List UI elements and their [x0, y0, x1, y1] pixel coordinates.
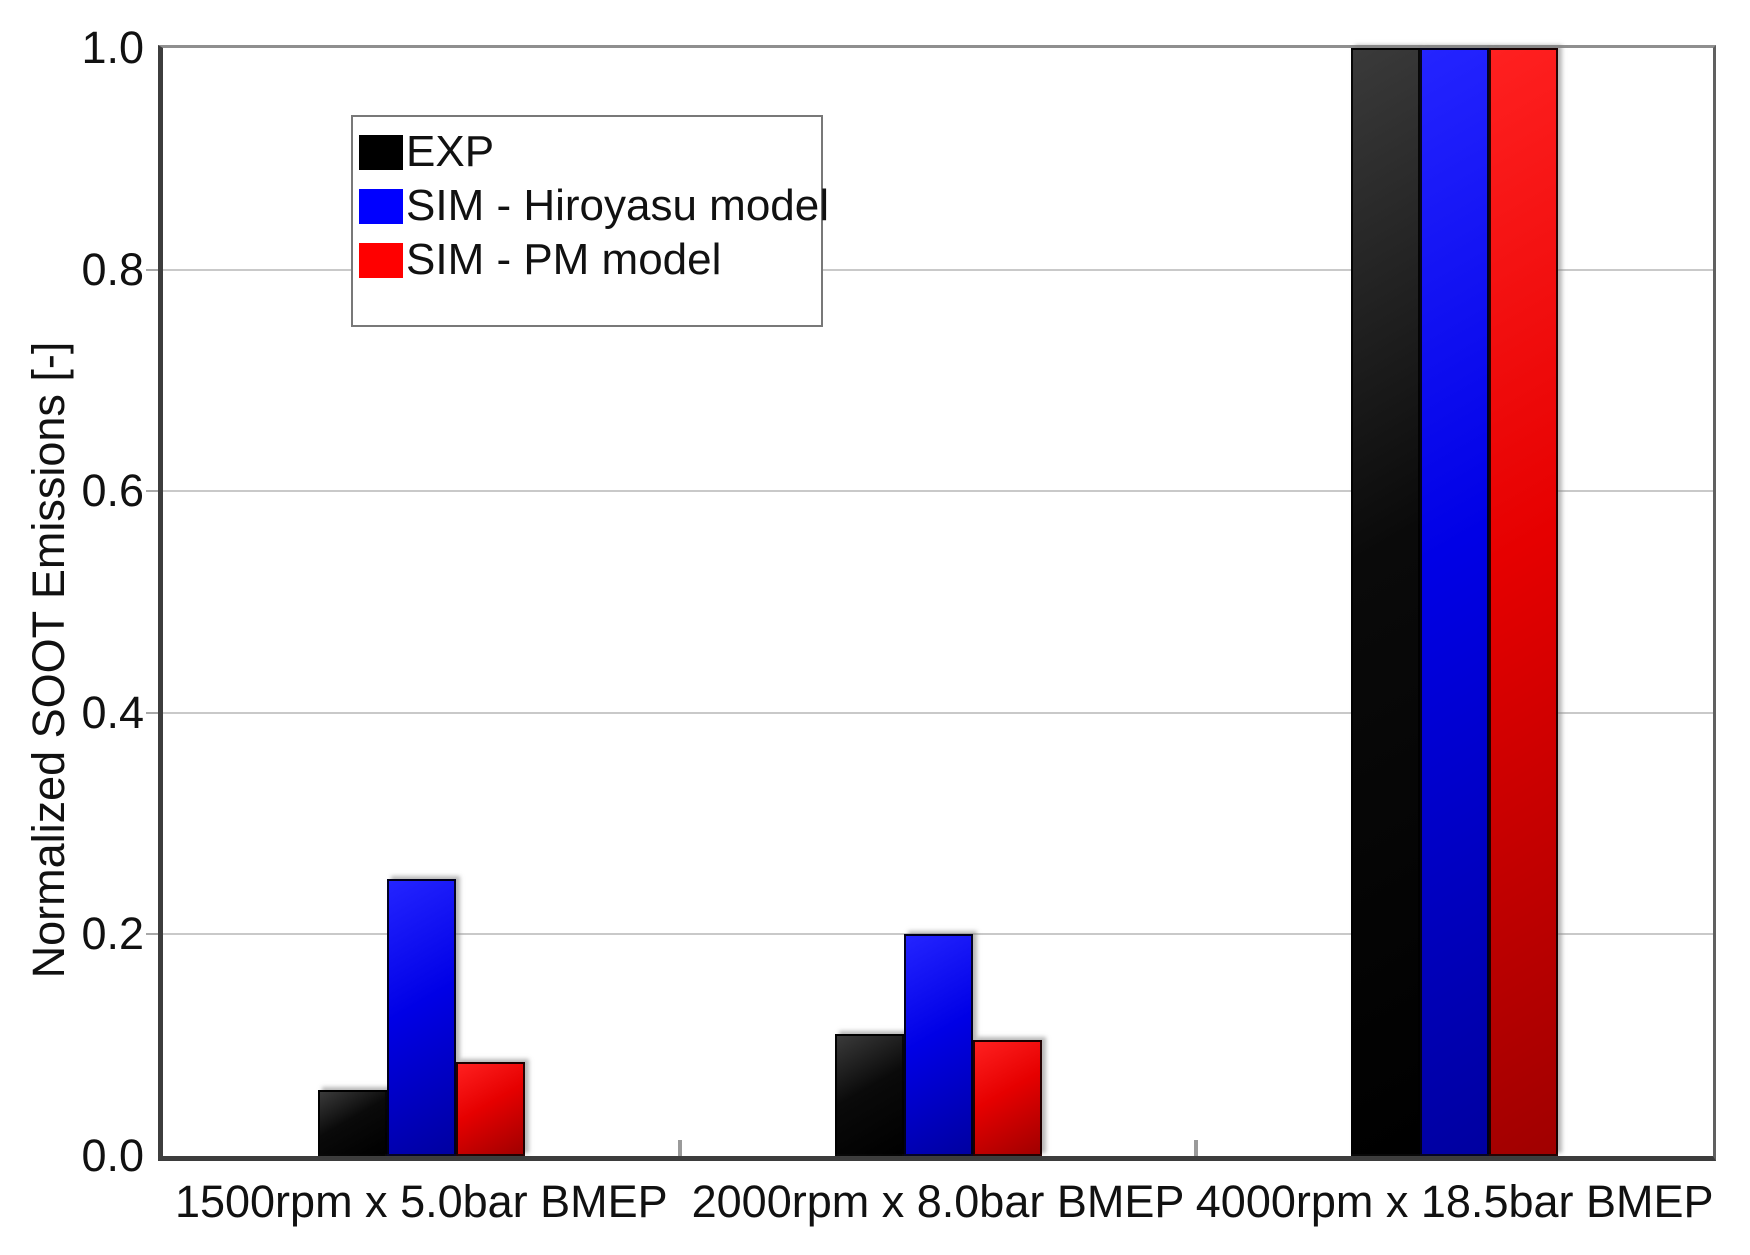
y-axis-tick-label: 0.0: [81, 1130, 144, 1181]
legend-label: SIM - PM model: [406, 235, 722, 284]
y-axis-tick-label: 0.4: [81, 686, 144, 738]
legend-swatch-sim-hiroyasu-model: [359, 188, 403, 224]
legend-item-exp: EXP: [359, 127, 821, 176]
y-axis-tick: [146, 711, 158, 714]
bar-sim-pm-model: [1489, 48, 1559, 1156]
plot-area: EXP SIM - Hiroyasu model SIM - PM model: [146, 45, 1716, 1161]
gridline: [163, 933, 1713, 936]
legend-label: EXP: [406, 127, 495, 176]
legend-label: SIM - Hiroyasu model: [406, 181, 830, 230]
bar-sim-hiroyasu-model: [903, 934, 973, 1156]
legend-swatch-sim-pm-model: [359, 242, 403, 278]
legend: EXP SIM - Hiroyasu model SIM - PM model: [351, 115, 829, 327]
bar-sim-pm-model: [455, 1061, 525, 1156]
gridline: [163, 490, 1713, 493]
x-axis-category-label: 4000rpm x 18.5bar BMEP: [1195, 1176, 1714, 1227]
y-axis-tick: [146, 490, 158, 493]
bar-exp: [1351, 48, 1421, 1156]
x-axis-tick: [1194, 1140, 1199, 1156]
x-axis-tick: [677, 1140, 682, 1156]
y-axis-tick-label: 0.2: [81, 908, 144, 960]
legend-item-sim-hiroyasu-model: SIM - Hiroyasu model: [359, 184, 829, 228]
bar-sim-hiroyasu-model: [386, 879, 456, 1156]
y-axis-tick-label: 0.8: [81, 243, 144, 295]
y-axis-title: Normalized SOOT Emissions [-]: [23, 341, 74, 979]
y-axis-tick: [146, 933, 158, 936]
bar-sim-pm-model: [972, 1039, 1042, 1156]
legend-item-sim-pm-model: SIM - PM model: [359, 235, 821, 284]
legend-swatch-exp: [359, 134, 403, 170]
bar-sim-hiroyasu-model: [1420, 48, 1490, 1156]
gridline: [163, 711, 1713, 714]
x-axis-category-label: 2000rpm x 8.0bar BMEP: [691, 1176, 1185, 1227]
y-axis-tick: [146, 268, 158, 271]
y-axis-tick-label: 1.0: [81, 22, 144, 73]
x-axis-category-label: 1500rpm x 5.0bar BMEP: [174, 1176, 668, 1227]
bar-exp: [317, 1089, 387, 1156]
gridline: [163, 268, 1713, 271]
y-axis-tick-label: 0.6: [81, 465, 144, 517]
bar-exp: [834, 1034, 904, 1156]
